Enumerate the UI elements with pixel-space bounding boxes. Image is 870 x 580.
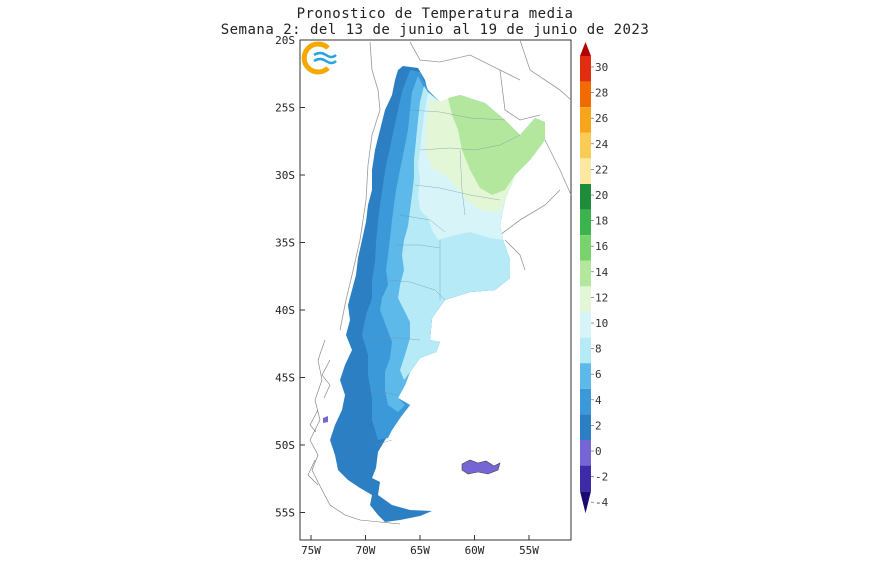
colorbar-label: 12 [595,291,608,304]
colorbar-segment [580,440,591,466]
latitude-axis: 20S 25S 30S 35S 40S 45S 50S 55S [275,34,305,520]
colorbar-segment [580,209,591,236]
lon-tick-label: 65W [410,544,430,557]
province-borders [368,109,521,446]
colorbar-segment [580,337,591,364]
lat-tick-label: 35S [275,237,295,250]
colorbar-segment [580,107,591,133]
colorbar-top-arrow [580,42,591,56]
longitude-axis: 75W 70W 65W 60W 55W [301,535,539,557]
colorbar-label: 14 [595,266,609,279]
colorbar-label: 18 [595,215,608,228]
colorbar-segment [580,414,591,440]
colorbar-label: -2 [595,471,608,484]
colorbar-label: 16 [595,240,608,253]
colorbar-segment [580,465,591,492]
colorbar-label: 6 [595,368,602,381]
temperature-field [330,66,545,522]
colorbar-label: 8 [595,343,602,356]
colorbar-label: 26 [595,112,608,125]
colorbar-segment [580,260,591,287]
colorbar-segment [580,56,591,82]
logo-icon [301,41,337,75]
lat-tick-label: 50S [275,439,295,452]
cold-spot [323,416,328,423]
colorbar-label: 30 [595,61,608,74]
lat-tick-label: 25S [275,102,295,115]
lon-tick-label: 75W [301,544,321,557]
malvinas-islands [461,459,501,475]
lat-tick-label: 40S [275,304,295,317]
lat-tick-label: 45S [275,372,295,385]
colorbar-label: 2 [595,419,602,432]
colorbar-label: -4 [595,496,609,509]
colorbar-label: 24 [595,138,609,151]
colorbar-segment [580,286,591,312]
colorbar-label: 10 [595,317,608,330]
lon-tick-label: 55W [519,544,539,557]
map-subtitle: Semana 2: del 13 de junio al 19 de junio… [220,22,650,38]
colorbar-label: 28 [595,87,608,100]
colorbar-label: 0 [595,445,602,458]
colorbar-segment [580,158,591,184]
colorbar-segment [580,388,591,415]
lat-tick-label: 20S [275,34,295,47]
colorbar-segment [580,81,591,108]
chile-islands [307,339,401,525]
colorbar-bottom-arrow [580,491,591,514]
colorbar-segment [580,235,591,261]
lon-tick-label: 60W [465,544,485,557]
country-borders [339,39,572,331]
colorbar-label: 20 [595,189,608,202]
colorbar-label: 22 [595,163,608,176]
lon-tick-label: 70W [356,544,376,557]
lat-tick-label: 55S [275,507,295,520]
colorbar-label: 4 [595,394,602,407]
lat-tick-label: 30S [275,169,295,182]
colorbar-segment [580,184,591,210]
map-title: Pronostico de Temperatura media [296,6,574,22]
colorbar-segment [580,312,591,338]
colorbar-segment [580,132,591,159]
colorbar-segment [580,363,591,389]
